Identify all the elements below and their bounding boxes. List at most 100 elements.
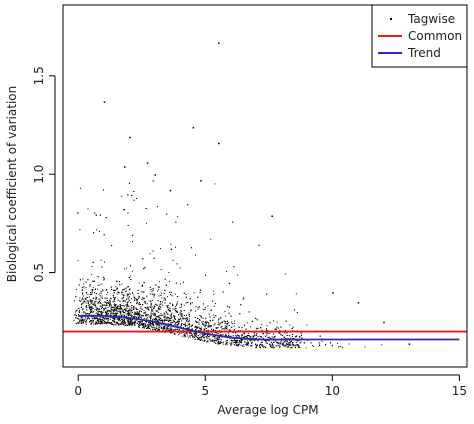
tagwise-point [101, 320, 103, 322]
tagwise-point [262, 344, 264, 346]
tagwise-point [82, 309, 84, 311]
tagwise-point [261, 323, 263, 325]
tagwise-point [123, 314, 125, 316]
tagwise-point [151, 291, 153, 292]
tagwise-point [166, 318, 168, 320]
tagwise-point [114, 308, 116, 310]
tagwise-point [183, 329, 185, 331]
tagwise-point [286, 343, 288, 345]
tagwise-point [132, 319, 133, 321]
tagwise-point [199, 339, 201, 341]
tagwise-point [197, 327, 199, 328]
tagwise-point [262, 332, 264, 334]
tagwise-point [143, 298, 145, 299]
tagwise-point [100, 293, 102, 294]
tagwise-point [168, 307, 170, 309]
tagwise-point [234, 340, 236, 342]
tagwise-point [89, 313, 91, 315]
tagwise-point [95, 304, 97, 306]
tagwise-point [207, 305, 209, 307]
tagwise-point [200, 328, 202, 330]
tagwise-point [167, 317, 169, 319]
tagwise-point [277, 343, 279, 345]
tagwise-point [119, 318, 121, 320]
tagwise-point [174, 315, 176, 317]
tagwise-point [234, 339, 235, 341]
tagwise-point [112, 301, 114, 303]
tagwise-point [96, 307, 98, 309]
tagwise-point [275, 340, 277, 342]
tagwise-point [286, 332, 288, 334]
tagwise-point [137, 292, 139, 294]
tagwise-point [187, 335, 189, 337]
tagwise-point [141, 298, 143, 300]
tagwise-point [209, 326, 211, 327]
tagwise-point [279, 344, 281, 346]
tagwise-point [139, 314, 141, 316]
tagwise-point [231, 342, 233, 344]
tagwise-point [228, 322, 230, 324]
tagwise-point [290, 344, 292, 346]
tagwise-point [164, 278, 166, 280]
tagwise-point [110, 310, 112, 312]
tagwise-point [147, 308, 149, 310]
tagwise-point [226, 271, 228, 272]
tagwise-point [226, 328, 228, 330]
tagwise-point [186, 317, 188, 319]
tagwise-point [158, 281, 160, 283]
tagwise-point [146, 308, 148, 310]
tagwise-point [124, 166, 126, 168]
tagwise-point [127, 314, 129, 316]
tagwise-point [95, 298, 97, 300]
tagwise-point [108, 301, 110, 303]
tagwise-point [227, 332, 229, 334]
tagwise-point [279, 346, 281, 348]
tagwise-point [131, 320, 132, 322]
tagwise-point [196, 321, 198, 323]
tagwise-point [171, 314, 172, 316]
tagwise-point [160, 301, 162, 303]
tagwise-point [228, 329, 230, 331]
tagwise-point [234, 322, 235, 324]
tagwise-point [132, 306, 134, 308]
tagwise-point [92, 297, 94, 299]
tagwise-point [135, 319, 137, 321]
tagwise-point [237, 334, 239, 336]
tagwise-point [132, 321, 134, 323]
tagwise-point [124, 288, 126, 290]
tagwise-point [179, 267, 181, 269]
tagwise-point [91, 300, 93, 302]
tagwise-point [265, 332, 267, 334]
tagwise-point [217, 324, 219, 326]
tagwise-point [106, 322, 108, 324]
tagwise-point [112, 307, 114, 309]
tagwise-point [101, 305, 103, 307]
tagwise-point [130, 307, 132, 309]
tagwise-point [189, 298, 191, 300]
tagwise-point [130, 309, 132, 311]
tagwise-point [256, 337, 257, 339]
tagwise-point [168, 272, 170, 273]
tagwise-point [269, 343, 271, 345]
tagwise-point [92, 286, 94, 288]
tagwise-point [155, 322, 157, 324]
tagwise-point [129, 320, 131, 322]
tagwise-point [163, 299, 165, 301]
tagwise-point [119, 281, 120, 283]
tagwise-point [241, 339, 243, 340]
tagwise-point [194, 332, 196, 334]
tagwise-point [113, 292, 115, 294]
tagwise-point [116, 321, 118, 323]
tagwise-point [250, 326, 252, 328]
tagwise-point [291, 343, 293, 345]
tagwise-point [174, 324, 176, 325]
tagwise-point [213, 324, 215, 326]
tagwise-point [119, 310, 121, 312]
tagwise-point [249, 339, 251, 341]
tagwise-point [248, 335, 250, 337]
tagwise-point [147, 317, 149, 319]
tagwise-point [153, 307, 154, 309]
tagwise-point [205, 274, 206, 276]
tagwise-point [158, 286, 160, 288]
tagwise-point [85, 312, 87, 314]
